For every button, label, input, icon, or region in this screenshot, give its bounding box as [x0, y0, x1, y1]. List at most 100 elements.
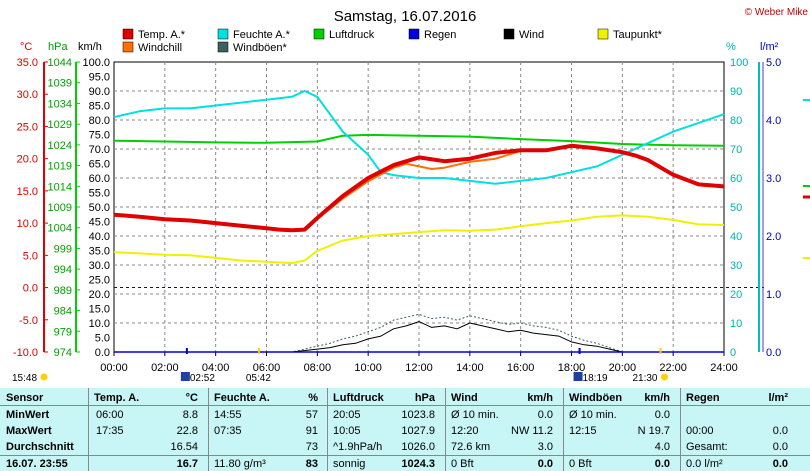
wind-tick-label: 15.0 — [89, 304, 110, 316]
rain-unit: l/m² — [760, 41, 779, 53]
table-value: 1024.3 — [401, 458, 435, 470]
sun-icon — [40, 373, 48, 381]
table-cell: Gesamt: — [686, 441, 728, 453]
wind-tick-label: 95.0 — [89, 72, 110, 84]
series-taupunkt — [113, 214, 725, 265]
series-luftdruck — [113, 133, 725, 147]
table-value: NW 11.2 — [511, 425, 553, 437]
series-temp-a — [113, 143, 725, 233]
wind-unit: km/h — [78, 41, 102, 53]
table-cell: 14:55 — [214, 409, 242, 421]
time-tick-label: 16:00 — [507, 362, 535, 374]
humidity-tick-label: 40 — [730, 231, 742, 243]
wind-tick-label: 35.0 — [89, 246, 110, 258]
table-cell: 07:35 — [214, 425, 242, 437]
rain-tick-label: 4.0 — [766, 115, 781, 127]
table-value: 83 — [305, 458, 318, 470]
wind-tick-label: 70.0 — [89, 144, 110, 156]
time-tick-label: 02:00 — [151, 362, 179, 374]
table-cell: sonnig — [333, 458, 366, 470]
temp-unit: °C — [20, 41, 32, 53]
wind-tick-label: 40.0 — [89, 231, 110, 243]
temp-tick-label: -10.0 — [13, 347, 38, 359]
table-header: Regen — [686, 392, 720, 404]
humidity-tick-label: 60 — [730, 173, 742, 185]
rain-tick-label: 5.0 — [766, 57, 781, 69]
wind-tick-label: 25.0 — [89, 275, 110, 287]
table-value: 1023.8 — [401, 409, 435, 421]
temp-tick-label: -5.0 — [19, 315, 38, 327]
table-value: 3.0 — [537, 441, 553, 453]
table-value: 4.0 — [654, 441, 670, 453]
table-header-unit: km/h — [644, 392, 670, 404]
table-cell: 00:00 — [686, 425, 714, 437]
pressure-tick-label: 1039 — [48, 78, 72, 90]
table-value: 16.54 — [170, 441, 198, 453]
wind-tick-label: 5.0 — [95, 333, 110, 345]
weather-chart: Samstag, 16.07.2016 © Weber Mike Temp. A.*… — [12, 7, 810, 384]
pressure-unit: hPa — [48, 41, 68, 53]
time-tick-label: 20:00 — [609, 362, 637, 374]
table-cell: 11.80 g/m³ — [214, 458, 266, 470]
table-cell: ^1.9hPa/h — [333, 441, 383, 453]
time-tick-label: 08:00 — [304, 362, 332, 374]
wind-tick-label: 30.0 — [89, 260, 110, 272]
table-cell: 12:15 — [569, 425, 597, 437]
table-row-label: 16.07. 23:55 — [6, 458, 68, 470]
pressure-tick-label: 999 — [54, 243, 72, 255]
table-cell: Ø 10 min. — [569, 409, 617, 421]
table-value: 0.0 — [654, 409, 670, 421]
pressure-tick-label: 1014 — [48, 181, 72, 193]
sunset-time: 21:30 — [632, 373, 657, 384]
table-value: 0.0 — [537, 458, 553, 470]
table-value: 16.7 — [176, 458, 198, 470]
table-value: 73 — [305, 441, 318, 453]
rain-tick-label: 0.0 — [766, 347, 781, 359]
legend-swatch — [503, 28, 515, 40]
table-header: Temp. A. — [94, 392, 140, 404]
time-tick-label: 14:00 — [456, 362, 484, 374]
time-tick-label: 00:00 — [100, 362, 128, 374]
moonset-icon — [573, 372, 583, 381]
table-value: 91 — [305, 425, 318, 437]
wind-tick-label: 20.0 — [89, 289, 110, 301]
table-header: Sensor — [6, 392, 44, 404]
pressure-tick-label: 1009 — [48, 202, 72, 214]
temp-tick-label: 15.0 — [17, 186, 38, 198]
table-cell: Ø 10 min. — [451, 409, 499, 421]
legend-swatch — [217, 41, 229, 53]
series-feuchte-a — [113, 90, 725, 185]
table-value: 0.0 — [772, 458, 788, 470]
temp-tick-label: 35.0 — [17, 57, 38, 69]
rain-tick-label: 2.0 — [766, 231, 781, 243]
pressure-tick-label: 1029 — [48, 119, 72, 131]
humidity-tick-label: 90 — [730, 86, 742, 98]
wind-tick-label: 65.0 — [89, 159, 110, 171]
statistics-table: Sensor Temp. A. °C Feuchte A.% Luftdruck hPa W… — [0, 388, 810, 471]
humidity-tick-label: 100 — [730, 57, 748, 69]
wind-tick-label: 50.0 — [89, 202, 110, 214]
table-header: Luftdruck — [333, 392, 384, 404]
legend-label: Regen — [424, 29, 456, 41]
temp-tick-label: 0.0 — [23, 283, 38, 295]
pressure-tick-label: 1024 — [48, 140, 72, 152]
table-cell: 72.6 km — [451, 441, 491, 453]
wind-tick-label: 80.0 — [89, 115, 110, 127]
table-row-label: MaxWert — [6, 425, 52, 437]
table-cell: 0 Bft — [451, 458, 474, 470]
series-wind — [114, 321, 724, 353]
moonset-time: 18:19 — [583, 373, 608, 384]
pressure-tick-label: 979 — [54, 326, 72, 338]
rain-tick-label: 3.0 — [766, 173, 781, 185]
table-value: 1026.0 — [401, 441, 435, 453]
legend-label: Temp. A.* — [138, 29, 186, 41]
table-value: 0.0 — [654, 458, 670, 470]
table-value: 1027.9 — [401, 425, 435, 437]
temp-tick-label: 30.0 — [17, 89, 38, 101]
legend-swatch — [122, 41, 134, 53]
humidity-tick-label: 50 — [730, 202, 742, 214]
table-row-label: MinWert — [6, 409, 50, 421]
time-tick-label: 24:00 — [710, 362, 738, 374]
table-cell: 20:05 — [333, 409, 361, 421]
table-cell: 12:20 — [451, 425, 479, 437]
